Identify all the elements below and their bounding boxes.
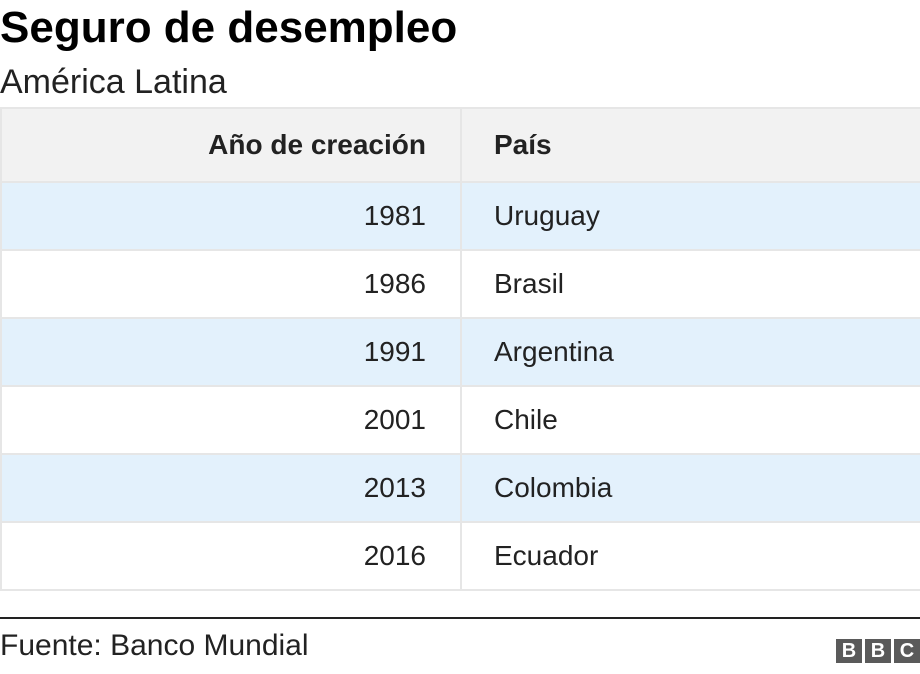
cell-year: 2016 bbox=[0, 521, 462, 591]
bbc-logo-letter: B bbox=[836, 639, 862, 663]
cell-year: 1981 bbox=[0, 181, 462, 251]
table-row: 2016 Ecuador bbox=[0, 521, 920, 591]
cell-year: 1986 bbox=[0, 249, 462, 319]
footer-divider bbox=[0, 617, 920, 619]
table-body: 1981 Uruguay 1986 Brasil 1991 Argentina 2001 Ch… bbox=[0, 181, 920, 591]
cell-year: 2001 bbox=[0, 385, 462, 455]
cell-year: 2013 bbox=[0, 453, 462, 523]
column-header-country: País bbox=[460, 107, 920, 183]
table-row: 2001 Chile bbox=[0, 385, 920, 455]
cell-country: Ecuador bbox=[460, 521, 920, 591]
table-row: 1986 Brasil bbox=[0, 249, 920, 319]
cell-country: Chile bbox=[460, 385, 920, 455]
cell-year: 1991 bbox=[0, 317, 462, 387]
chart-subtitle: América Latina bbox=[0, 63, 227, 101]
cell-country: Uruguay bbox=[460, 181, 920, 251]
bbc-logo-letter: C bbox=[894, 639, 920, 663]
source-note: Fuente: Banco Mundial bbox=[0, 629, 309, 662]
bbc-logo-letter: B bbox=[865, 639, 891, 663]
table-row: 2013 Colombia bbox=[0, 453, 920, 523]
data-table: Año de creación País 1981 Uruguay 1986 Bras… bbox=[0, 107, 920, 591]
bbc-logo: B B C bbox=[836, 639, 920, 663]
data-table-container: Año de creación País 1981 Uruguay 1986 Bras… bbox=[0, 107, 920, 591]
table-row: 1991 Argentina bbox=[0, 317, 920, 387]
chart-title: Seguro de desempleo bbox=[0, 3, 458, 52]
table-header-row: Año de creación País bbox=[0, 107, 920, 183]
cell-country: Colombia bbox=[460, 453, 920, 523]
cell-country: Argentina bbox=[460, 317, 920, 387]
cell-country: Brasil bbox=[460, 249, 920, 319]
column-header-year: Año de creación bbox=[0, 107, 462, 183]
table-row: 1981 Uruguay bbox=[0, 181, 920, 251]
